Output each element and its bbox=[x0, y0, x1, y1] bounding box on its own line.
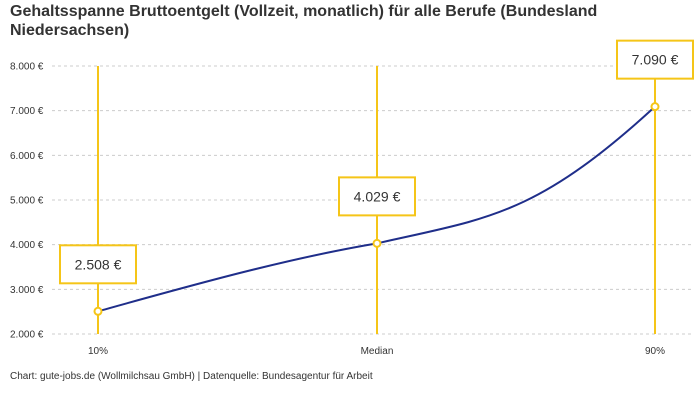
value-label-box bbox=[616, 39, 694, 80]
y-tick-label: 6.000 € bbox=[10, 151, 44, 162]
data-point bbox=[650, 102, 660, 112]
x-tick-label: 90% bbox=[645, 346, 665, 357]
y-tick-label: 8.000 € bbox=[10, 62, 44, 73]
value-label: 4.029 € bbox=[338, 176, 416, 217]
y-axis-ticks: 2.000 € 3.000 € 4.000 € 5.000 € 6.000 € 7.000… bbox=[10, 62, 44, 341]
value-label: 7.090 € bbox=[616, 39, 694, 80]
x-tick-label: Median bbox=[361, 346, 394, 357]
value-label: 2.508 € bbox=[59, 244, 137, 285]
y-tick-label: 2.000 € bbox=[10, 330, 44, 341]
value-label-box bbox=[59, 244, 137, 285]
data-points bbox=[93, 102, 660, 316]
x-tick-label: 10% bbox=[88, 346, 108, 357]
chart-source: Chart: gute-jobs.de (Wollmilchsau GmbH) … bbox=[10, 371, 373, 382]
y-tick-label: 4.000 € bbox=[10, 240, 44, 251]
value-label-box bbox=[338, 176, 416, 217]
value-labels: 2.508 € 4.029 € 7.090 € bbox=[59, 39, 694, 285]
y-tick-label: 3.000 € bbox=[10, 285, 44, 296]
value-label-text: 4.029 € bbox=[354, 188, 401, 204]
data-point bbox=[93, 306, 103, 316]
value-label-text: 7.090 € bbox=[632, 52, 679, 68]
x-axis-ticks: 10% Median 90% bbox=[88, 346, 665, 357]
value-label-text: 2.508 € bbox=[75, 256, 122, 272]
chart-title: Gehaltsspanne Bruttoentgelt (Vollzeit, m… bbox=[10, 3, 598, 39]
data-point bbox=[372, 238, 382, 248]
y-tick-label: 5.000 € bbox=[10, 196, 44, 207]
y-tick-label: 7.000 € bbox=[10, 106, 44, 117]
